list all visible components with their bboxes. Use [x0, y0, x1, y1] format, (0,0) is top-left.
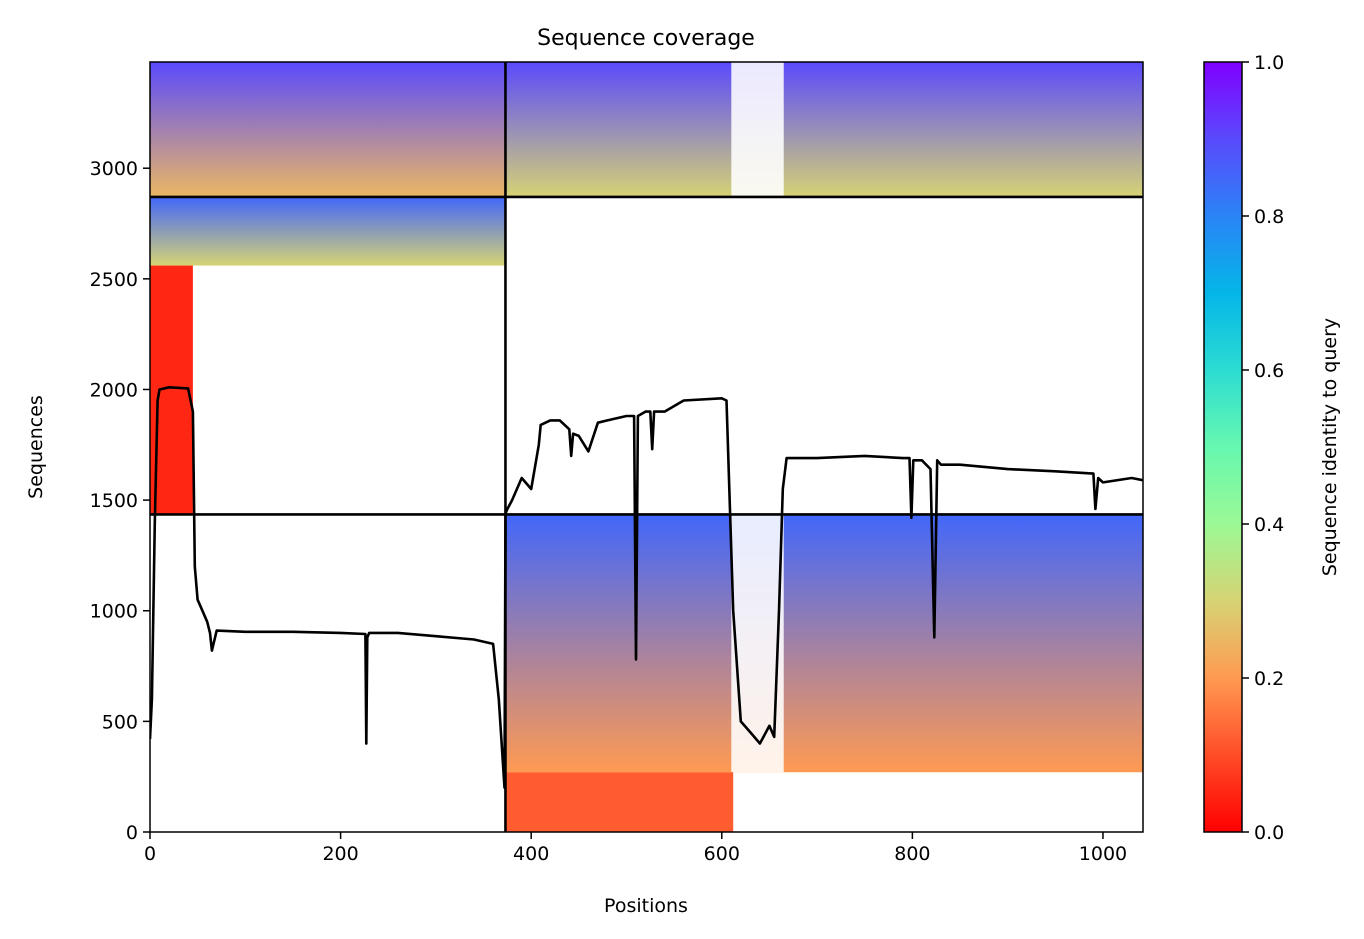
y-tick-label: 3000	[90, 158, 138, 180]
colorbar-tick-label: 0.0	[1254, 822, 1284, 844]
coverage-gap	[731, 514, 784, 773]
x-tick-label: 0	[144, 843, 156, 865]
coverage-block	[150, 62, 506, 197]
colorbar-tick-label: 0.4	[1254, 514, 1284, 536]
coverage-gap	[731, 62, 784, 197]
coverage-heatmap	[150, 62, 1143, 832]
x-tick-label: 1000	[1079, 843, 1127, 865]
colorbar-tick-label: 1.0	[1254, 52, 1284, 74]
coverage-block	[505, 514, 1143, 773]
coverage-block	[150, 196, 506, 266]
y-tick-label: 1000	[90, 601, 138, 623]
colorbar-label: Sequence identity to query	[1319, 318, 1341, 576]
y-tick-label: 2000	[90, 379, 138, 401]
y-tick-label: 2500	[90, 269, 138, 291]
x-tick-label: 800	[894, 843, 930, 865]
y-tick-label: 500	[102, 711, 138, 733]
plot-frame	[149, 61, 1144, 833]
coverage-block	[505, 62, 1143, 197]
x-axis-label: Positions	[604, 895, 688, 917]
colorbar-gradient	[1203, 61, 1243, 833]
y-tick-label: 1500	[90, 490, 138, 512]
colorbar: 0.0 0.2 0.4 0.6 0.8 1.0 Sequence identity to …	[1203, 52, 1341, 844]
x-tick-label: 200	[322, 843, 358, 865]
x-tick-label: 600	[704, 843, 740, 865]
colorbar-ticks: 0.0 0.2 0.4 0.6 0.8 1.0	[1242, 52, 1284, 844]
chart-title: Sequence coverage	[537, 26, 755, 51]
colorbar-tick-label: 0.2	[1254, 668, 1284, 690]
colorbar-tick-label: 0.6	[1254, 360, 1284, 382]
y-axis-label: Sequences	[25, 395, 47, 499]
colorbar-tick-label: 0.8	[1254, 206, 1284, 228]
coverage-block	[505, 772, 734, 832]
x-axis: 0 200 400 600 800 1000	[144, 832, 1127, 865]
coverage-line	[150, 386, 1143, 789]
y-axis: 0 500 1000 1500 2000 2500 3000	[90, 158, 150, 844]
x-tick-label: 400	[513, 843, 549, 865]
y-tick-label: 0	[126, 822, 138, 844]
